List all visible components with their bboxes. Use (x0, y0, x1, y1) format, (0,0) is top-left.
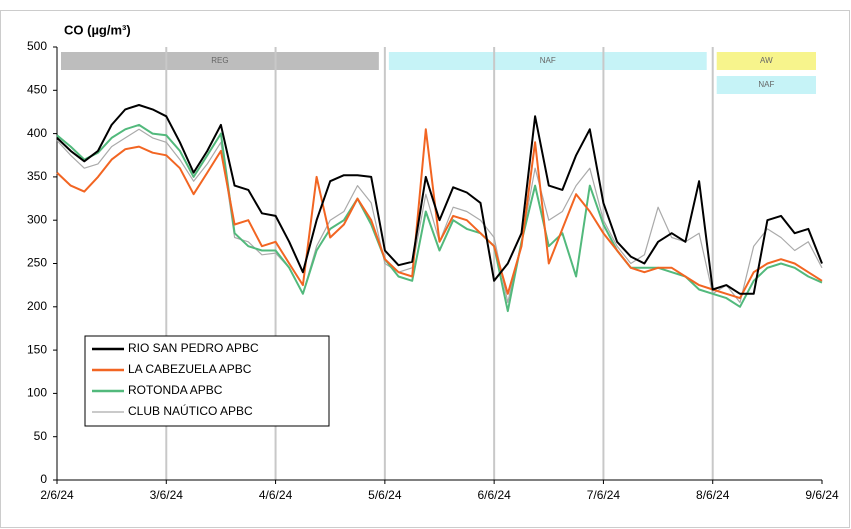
series-line (56, 104, 823, 295)
x-tick-label: 6/6/24 (477, 488, 511, 502)
legend-box (84, 335, 330, 427)
legend-label: ROTONDA APBC (128, 383, 223, 397)
y-tick-label: 350 (27, 169, 47, 183)
legend-label: RIO SAN PEDRO APBC (128, 341, 259, 355)
x-tick-label: 8/6/24 (696, 488, 730, 502)
x-tick-label: 5/6/24 (368, 488, 402, 502)
series-line (56, 128, 823, 300)
band-label: REG (211, 56, 228, 65)
series-line (56, 123, 823, 313)
y-tick-label: 150 (27, 342, 47, 356)
x-tick-label: 4/6/24 (259, 488, 293, 502)
chart-frame (0, 10, 850, 528)
y-tick-label: 250 (27, 256, 47, 270)
y-tick-label: 400 (27, 126, 47, 140)
chart-title: CO (µg/m³) (64, 22, 131, 37)
band-label: NAF (540, 56, 556, 65)
y-tick-label: 50 (34, 429, 48, 443)
annotation-band (716, 52, 816, 70)
x-tick-label: 9/6/24 (805, 488, 839, 502)
y-tick-label: 300 (27, 212, 47, 226)
band-label: AW (760, 56, 773, 65)
annotation-band (716, 76, 816, 94)
legend: RIO SAN PEDRO APBC LA CABEZUELA APBC ROTON… (84, 335, 330, 427)
annotation-band (388, 52, 707, 70)
y-tick-label: 0 (40, 472, 47, 486)
y-tick-label: 200 (27, 299, 47, 313)
y-tick-label: 500 (27, 39, 47, 53)
band-label: NAF (758, 80, 774, 89)
y-tick-label: 100 (27, 386, 47, 400)
x-tick-label: 7/6/24 (587, 488, 621, 502)
legend-label: LA CABEZUELA APBC (128, 362, 252, 376)
x-tick-label: 3/6/24 (150, 488, 184, 502)
annotation-band (61, 52, 379, 70)
legend-label: CLUB NAÚTICO APBC (128, 403, 253, 418)
x-tick-label: 2/6/24 (40, 488, 74, 502)
y-tick-label: 450 (27, 82, 47, 96)
